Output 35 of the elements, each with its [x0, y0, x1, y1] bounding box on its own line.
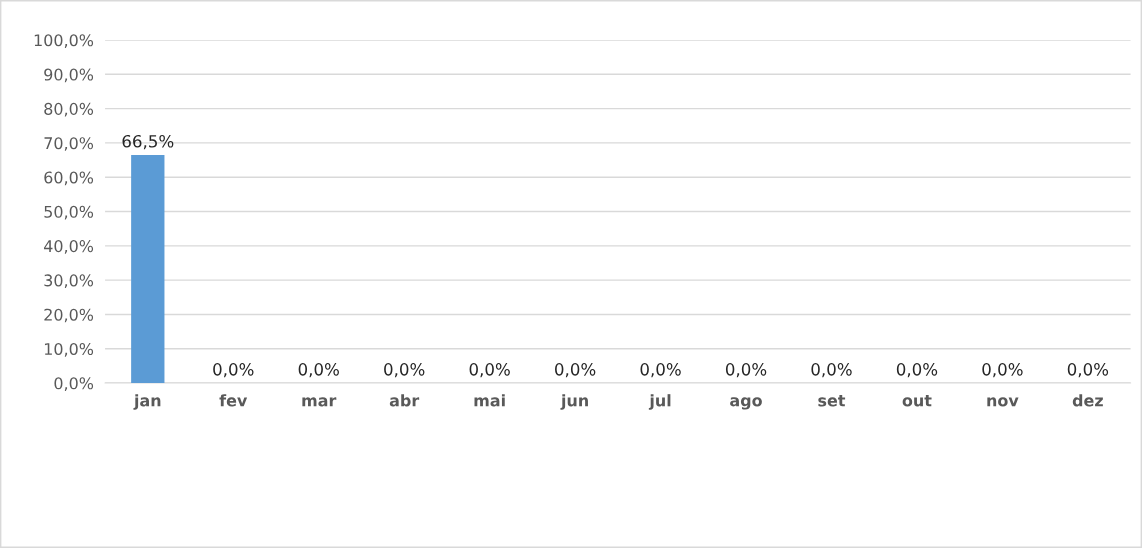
- data-label: 0,0%: [469, 363, 510, 378]
- x-tick-label: mar: [302, 397, 337, 407]
- y-tick-label: 50,0%: [44, 205, 94, 220]
- y-tick-label: 40,0%: [43, 240, 94, 254]
- x-tick-label: abr: [389, 394, 420, 407]
- data-label: 0,0%: [384, 363, 425, 378]
- data-label: 0,0%: [640, 363, 681, 378]
- x-tick-label: fev: [219, 394, 248, 407]
- data-label: 0,0%: [555, 363, 596, 378]
- data-label: 0,0%: [896, 363, 938, 378]
- y-tick-label: 60,0%: [44, 171, 94, 186]
- x-tick-label: nov: [987, 397, 1019, 407]
- data-label: 0,0%: [982, 363, 1023, 378]
- x-tick-label: mai: [474, 394, 505, 407]
- data-label: 0,0%: [213, 363, 254, 378]
- x-tick-label: ago: [730, 397, 762, 410]
- x-tick-label: set: [818, 395, 846, 407]
- x-tick-label: dez: [1072, 394, 1103, 407]
- y-tick-label: 30,0%: [44, 274, 94, 289]
- y-tick-label: 10,0%: [44, 342, 94, 357]
- data-label: 0,0%: [298, 363, 339, 378]
- data-label: 0,0%: [811, 363, 852, 378]
- x-tick-label: jun: [560, 394, 588, 410]
- y-tick-label: 80,0%: [44, 102, 94, 117]
- x-tick-label: jan: [133, 394, 161, 410]
- x-tick-label: out: [902, 395, 932, 407]
- y-tick-label: 0,0%: [54, 377, 94, 391]
- y-tick-label: 20,0%: [44, 308, 94, 323]
- data-label: 0,0%: [1067, 363, 1109, 378]
- y-tick-label: 90,0%: [44, 68, 94, 83]
- y-tick-label: 100,0%: [34, 34, 94, 48]
- y-tick-label: 70,0%: [44, 137, 94, 151]
- data-label: 66,5%: [122, 134, 174, 150]
- data-label: 0,0%: [725, 363, 767, 378]
- x-tick-label: jul: [648, 394, 671, 410]
